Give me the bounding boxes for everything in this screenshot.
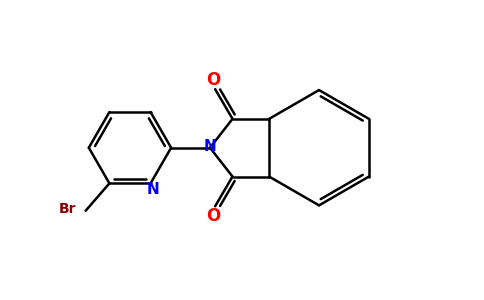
Text: Br: Br — [59, 202, 76, 216]
Text: O: O — [206, 207, 220, 225]
Text: N: N — [147, 182, 160, 197]
Text: O: O — [206, 70, 220, 88]
Text: N: N — [204, 139, 217, 154]
